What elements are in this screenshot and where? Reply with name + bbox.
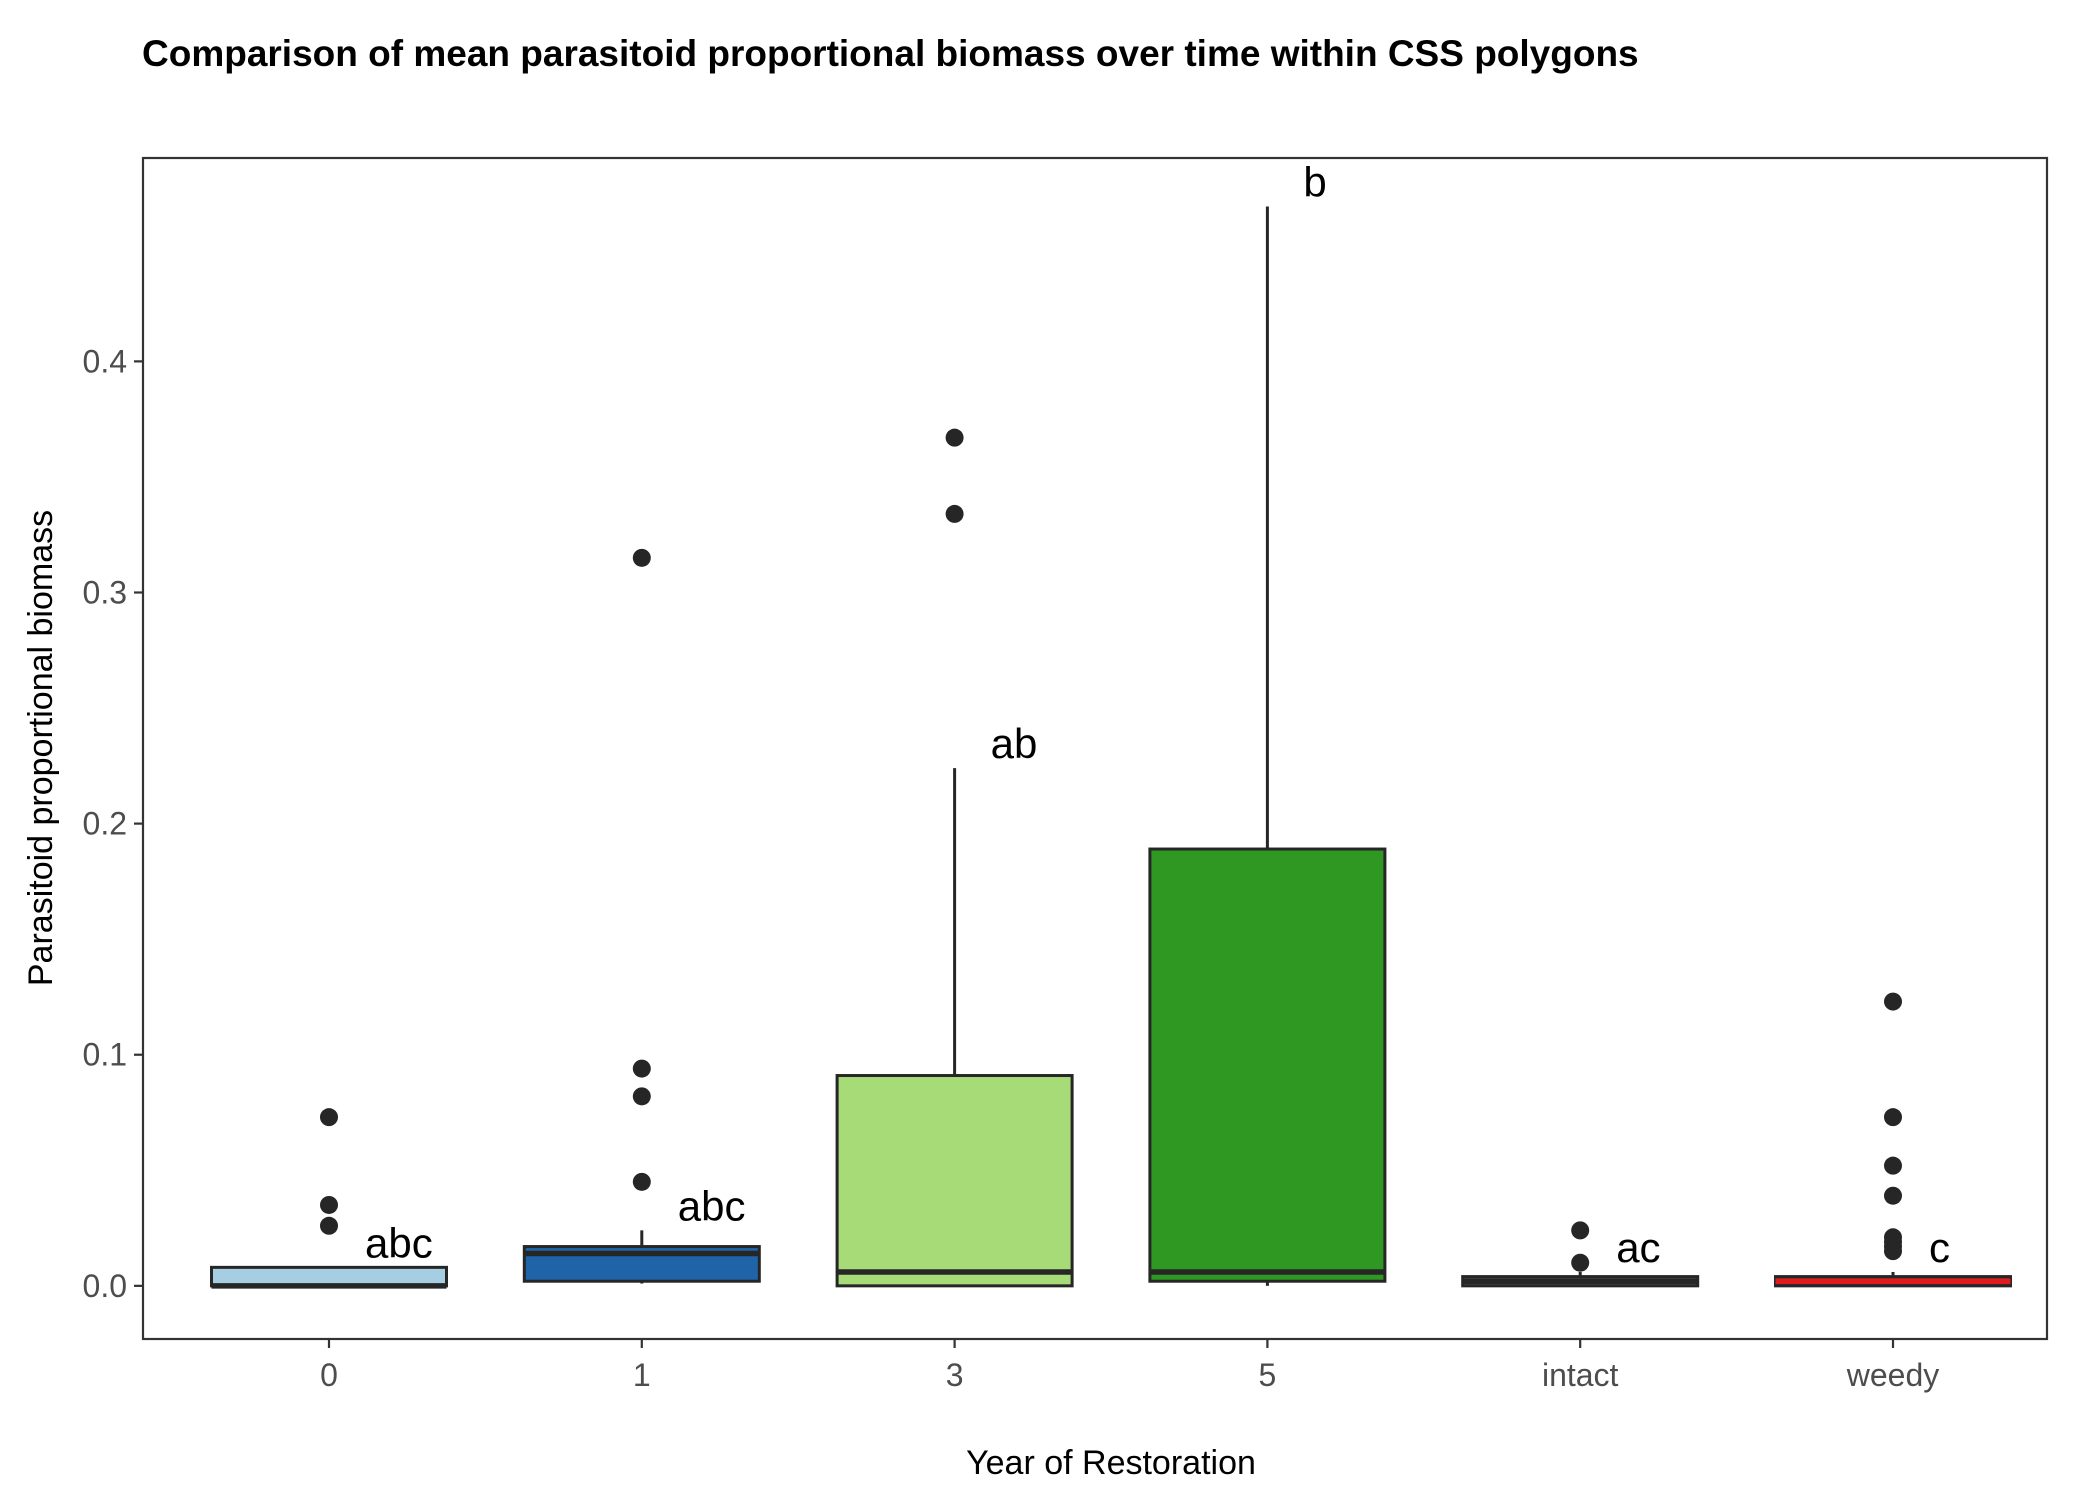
- outlier-point: [1884, 1228, 1902, 1247]
- y-axis: 0.0 0.1 0.2 0.3 0.4: [83, 343, 143, 1304]
- outlier-point: [632, 1059, 651, 1078]
- box-0: abc: [210, 1108, 448, 1289]
- x-tick-label: 3: [946, 1357, 964, 1393]
- outlier-point: [320, 1216, 338, 1235]
- box-rect: [835, 1074, 1074, 1288]
- y-tick-label: 0.2: [83, 806, 127, 842]
- outlier-point: [1884, 1108, 1902, 1127]
- x-axis-label: Year of Restoration: [966, 1444, 1256, 1482]
- outlier-point: [1571, 1221, 1590, 1240]
- outlier-point: [632, 548, 651, 567]
- outlier-point: [632, 1087, 651, 1106]
- x-tick-label: 1: [633, 1357, 651, 1393]
- outlier-point: [945, 428, 964, 447]
- outlier-point: [1884, 992, 1902, 1011]
- outlier-point: [1884, 1156, 1902, 1175]
- boxes-group: abc abc ab b ac c: [210, 159, 2012, 1289]
- box-rect: [1148, 847, 1387, 1283]
- x-tick-label: weedy: [1846, 1357, 1940, 1393]
- significance-letter: b: [1303, 159, 1326, 206]
- outlier-point: [1571, 1253, 1590, 1272]
- outlier-point: [320, 1108, 338, 1127]
- significance-letter: ac: [1616, 1224, 1660, 1271]
- chart-title: Comparison of mean parasitoid proportion…: [142, 33, 1639, 74]
- box-intact: ac: [1461, 1221, 1700, 1288]
- plot-panel: [141, 156, 2049, 1341]
- y-tick-label: 0.4: [83, 343, 127, 379]
- y-tick-label: 0.0: [83, 1268, 127, 1304]
- outlier-point: [945, 504, 964, 523]
- box-5: b: [1148, 159, 1387, 1286]
- x-tick-label: intact: [1542, 1357, 1619, 1393]
- outlier-point: [1884, 1186, 1902, 1205]
- y-tick-label: 0.1: [83, 1037, 127, 1073]
- x-axis: 0 1 3 5 intact weedy: [320, 1339, 1939, 1393]
- significance-letter: abc: [678, 1182, 746, 1229]
- outlier-point: [632, 1172, 651, 1191]
- x-tick-label: 5: [1259, 1357, 1277, 1393]
- box-weedy: c: [1774, 992, 2012, 1288]
- box-3: ab: [835, 428, 1074, 1288]
- box-1: abc: [522, 548, 761, 1284]
- significance-letter: ab: [991, 720, 1038, 767]
- y-axis-label: Parasitoid proportional biomass: [22, 510, 60, 986]
- x-tick-label: 0: [320, 1357, 338, 1393]
- significance-letter: abc: [365, 1219, 433, 1266]
- significance-letter: c: [1929, 1224, 1950, 1271]
- box-rect: [210, 1265, 448, 1288]
- outlier-point: [320, 1195, 338, 1214]
- y-tick-label: 0.3: [83, 574, 127, 610]
